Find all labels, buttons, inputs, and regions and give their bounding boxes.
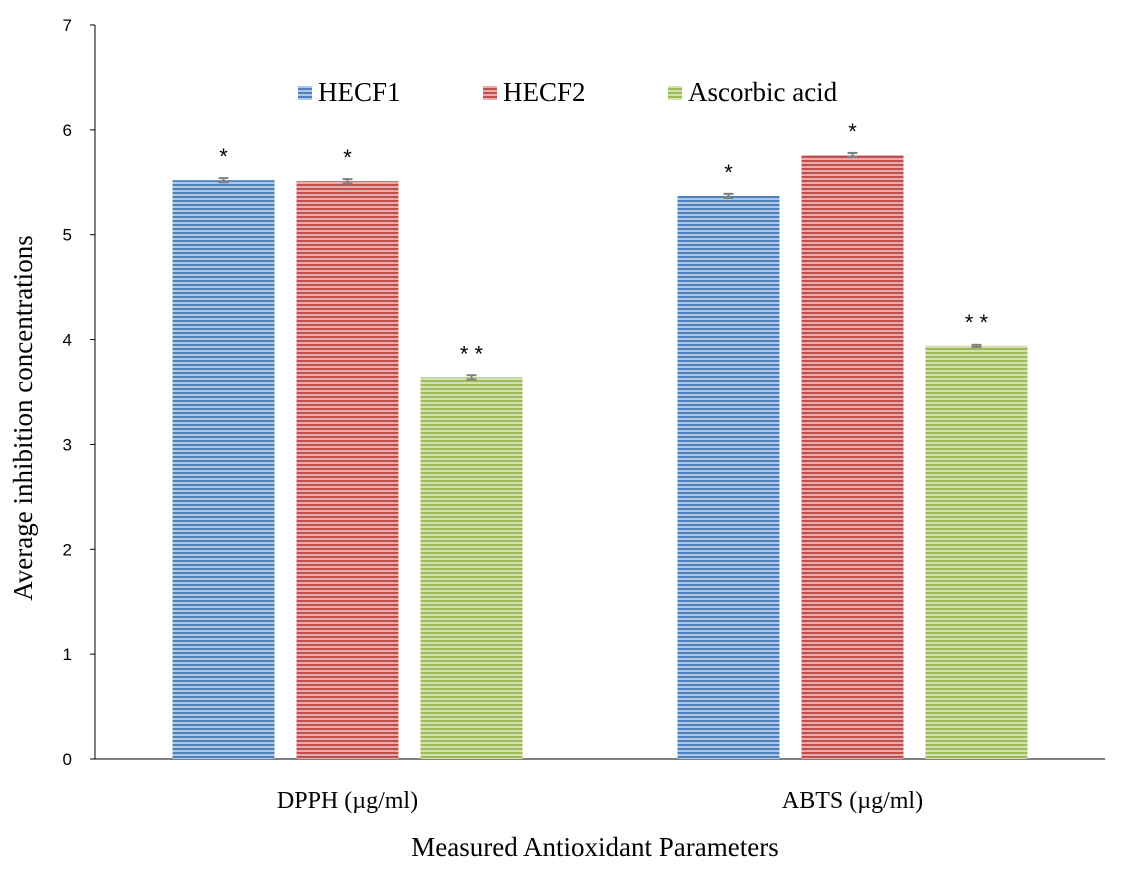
error-bar xyxy=(342,178,353,185)
y-tick-label: 1 xyxy=(63,645,72,664)
y-tick-label: 5 xyxy=(63,226,72,245)
error-bar xyxy=(723,192,734,200)
legend-label: Ascorbic acid xyxy=(688,77,838,107)
error-bar xyxy=(218,177,229,184)
y-axis-title: Average inhibition concentrations xyxy=(8,235,38,600)
bar-ascorbic-acid xyxy=(420,377,523,759)
legend-swatch xyxy=(298,86,312,100)
y-tick-label: 6 xyxy=(63,121,72,140)
y-tick-label: 7 xyxy=(63,16,72,35)
legend-item: Ascorbic acid xyxy=(668,77,838,107)
legend-label: HECF2 xyxy=(503,77,586,107)
legend-swatch xyxy=(483,86,497,100)
bar-hecf2 xyxy=(801,155,904,760)
legend: HECF1 HECF2 Ascorbic acid xyxy=(298,77,838,107)
error-bar xyxy=(847,151,858,159)
significance-marker: * * xyxy=(460,341,484,366)
y-axis: 0 1 2 3 4 5 6 7 xyxy=(63,16,96,769)
y-tick-label: 4 xyxy=(63,331,72,350)
legend-swatch xyxy=(668,86,682,100)
x-category-label: DPPH (µg/ml) xyxy=(277,788,418,814)
significance-marker: * xyxy=(848,119,857,144)
bar-hecf2 xyxy=(296,181,399,760)
error-bar xyxy=(466,374,477,381)
significance-marker: * xyxy=(343,145,352,170)
significance-marker: * * xyxy=(965,310,989,335)
bar-hecf1 xyxy=(677,195,780,760)
legend-label: HECF1 xyxy=(318,77,401,107)
significance-marker: * xyxy=(219,144,228,169)
y-tick-label: 3 xyxy=(63,435,72,454)
bar-hecf1 xyxy=(172,180,275,759)
significance-marker: * xyxy=(724,160,733,185)
x-axis-title: Measured Antioxidant Parameters xyxy=(411,832,778,862)
bars: * * * * * * * * xyxy=(172,119,1028,760)
bar-ascorbic-acid xyxy=(925,345,1028,759)
y-tick-label: 0 xyxy=(63,750,72,769)
legend-item: HECF1 xyxy=(298,77,401,107)
x-axis: DPPH (µg/ml) ABTS (µg/ml) xyxy=(95,758,1105,814)
legend-item: HECF2 xyxy=(483,77,586,107)
error-bar xyxy=(971,343,982,348)
y-tick-label: 2 xyxy=(63,540,72,559)
x-category-label: ABTS (µg/ml) xyxy=(782,788,923,814)
